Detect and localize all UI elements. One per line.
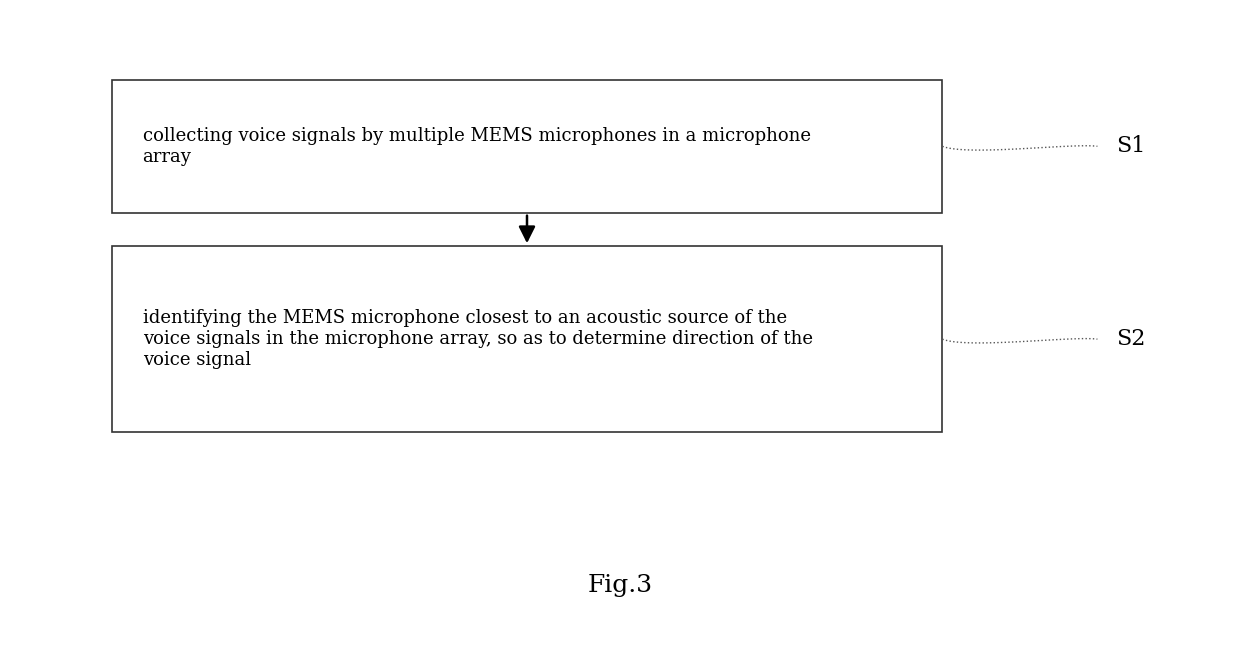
Bar (112, 246, 942, 432)
Text: identifying the MEMS microphone closest to an acoustic source of the
voice signa: identifying the MEMS microphone closest … (143, 309, 812, 369)
Bar (112, 80, 942, 213)
Text: S2: S2 (1116, 328, 1146, 350)
Text: S1: S1 (1116, 135, 1146, 158)
Text: Fig.3: Fig.3 (588, 574, 652, 597)
Text: collecting voice signals by multiple MEMS microphones in a microphone
array: collecting voice signals by multiple MEM… (143, 127, 811, 166)
